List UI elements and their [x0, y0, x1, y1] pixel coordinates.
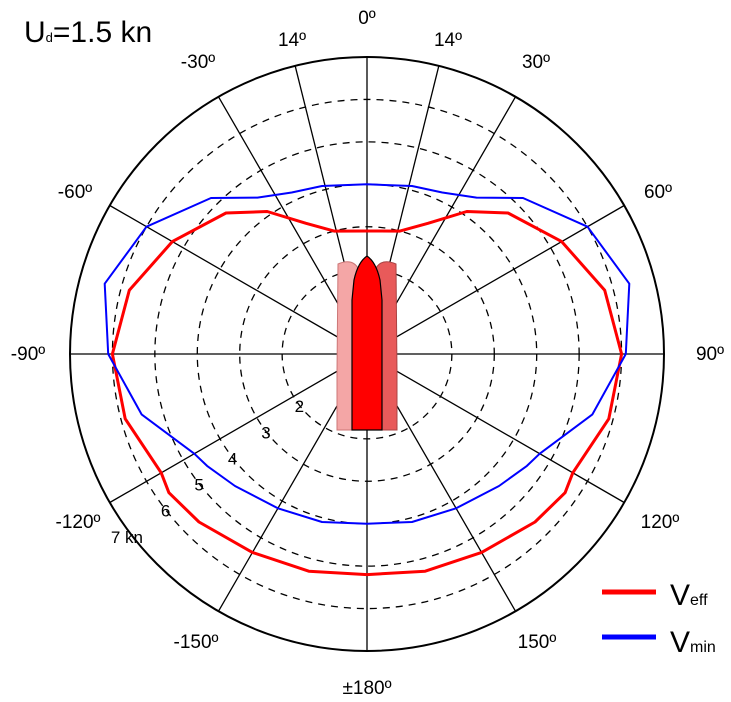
legend-veff-label: Veff — [670, 579, 708, 612]
legend-vmin-label: Vmin — [670, 626, 716, 659]
ring-label-2: 2 — [295, 397, 304, 416]
central-core — [351, 255, 383, 431]
ring-label-7: 7 kn — [111, 528, 143, 547]
angle-label--14: 14º — [278, 30, 306, 51]
angle-label--90: -90º — [11, 344, 45, 365]
angle-label--120: -120º — [56, 512, 101, 533]
angle-label-180: ±180º — [342, 678, 391, 699]
title-main: U — [24, 16, 46, 49]
title-rest: =1.5 kn — [53, 16, 152, 49]
ring-label-3: 3 — [261, 423, 270, 442]
angle-label-60: 60º — [644, 182, 672, 203]
angle-label-120: 120º — [641, 512, 680, 533]
angle-label-30: 30º — [522, 52, 550, 73]
angle-label-90: 90º — [696, 344, 724, 365]
legend: Veff Vmin — [602, 579, 716, 659]
angle-label-150: 150º — [518, 632, 557, 653]
radial-line-60 — [366, 204, 625, 355]
outer-circle — [69, 56, 665, 652]
series-lines — [103, 183, 631, 577]
radial-line-120 — [366, 353, 625, 504]
radial-line-300 — [109, 204, 368, 355]
radial-lines — [70, 57, 664, 651]
title-subscript: d — [46, 30, 53, 45]
central-shape — [336, 255, 398, 431]
ring-labels: 2 3 4 5 6 7 kn — [111, 397, 304, 547]
angle-label-14: 14º — [434, 30, 462, 51]
series-line-vmin — [103, 183, 631, 525]
ring-label-4: 4 — [228, 450, 237, 469]
series-line-veff — [110, 210, 624, 577]
radial-line-240 — [109, 353, 368, 504]
angle-labels: 0º 30º 60º 90º 120º 150º ±180º -150º -120º -90º -6… — [11, 8, 724, 699]
angle-label--60: -60º — [58, 182, 92, 203]
angle-label--150: -150º — [174, 632, 219, 653]
angle-label-0: 0º — [358, 8, 376, 29]
ring-label-6: 6 — [161, 502, 170, 521]
angle-label--30: -30º — [181, 52, 215, 73]
ring-label-5: 5 — [194, 476, 203, 495]
chart-title: Ud=1.5 kn — [24, 16, 152, 49]
